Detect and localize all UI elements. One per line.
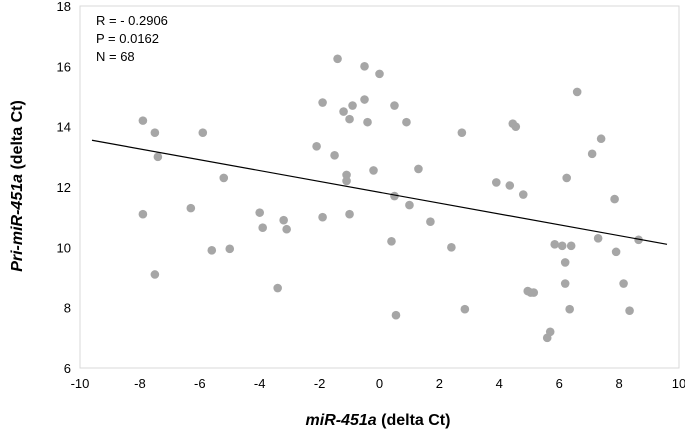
data-point bbox=[505, 181, 515, 190]
data-point bbox=[375, 69, 384, 79]
data-point bbox=[518, 190, 528, 199]
data-point bbox=[557, 241, 567, 251]
x-tick-label: -2 bbox=[314, 376, 326, 391]
data-point bbox=[330, 151, 339, 160]
x-tick-label: -8 bbox=[134, 376, 146, 391]
data-point bbox=[258, 223, 267, 233]
data-point bbox=[318, 212, 327, 222]
data-point bbox=[360, 95, 369, 104]
trend-line bbox=[91, 139, 668, 245]
data-point bbox=[402, 117, 411, 127]
data-point bbox=[345, 114, 354, 124]
data-point bbox=[150, 128, 160, 137]
data-point bbox=[282, 224, 291, 234]
x-tick-label: 8 bbox=[615, 376, 622, 391]
y-tick-label: 10 bbox=[57, 240, 71, 255]
data-point bbox=[363, 117, 372, 127]
p-value-annotation: P = 0.0162 bbox=[96, 31, 159, 46]
data-point bbox=[198, 128, 208, 137]
data-point bbox=[345, 209, 354, 219]
y-axis-title: Pri-miR-451a (delta Ct) bbox=[9, 100, 26, 272]
data-point bbox=[625, 306, 634, 315]
data-point bbox=[387, 237, 396, 246]
data-point bbox=[526, 288, 536, 297]
data-point bbox=[562, 173, 571, 183]
data-point bbox=[414, 164, 423, 174]
data-point bbox=[342, 176, 351, 186]
y-tick-label: 16 bbox=[57, 59, 71, 74]
data-point bbox=[348, 101, 357, 110]
data-point bbox=[587, 149, 597, 159]
data-point bbox=[312, 141, 321, 151]
y-tick-label: 6 bbox=[64, 361, 71, 376]
data-point bbox=[255, 208, 264, 217]
data-point bbox=[333, 54, 342, 64]
data-point bbox=[150, 270, 160, 279]
data-point bbox=[619, 279, 628, 288]
data-point bbox=[207, 246, 217, 255]
x-tick-label: 4 bbox=[496, 376, 503, 391]
data-point bbox=[550, 240, 560, 249]
data-point bbox=[360, 62, 369, 71]
x-tick-label: 2 bbox=[436, 376, 443, 391]
data-point bbox=[225, 244, 235, 254]
data-point bbox=[273, 283, 282, 293]
data-point bbox=[405, 200, 414, 210]
data-point bbox=[460, 304, 470, 314]
x-tick-label: -6 bbox=[194, 376, 206, 391]
data-point bbox=[457, 128, 467, 137]
data-point bbox=[390, 101, 399, 110]
data-point bbox=[492, 178, 501, 187]
data-point bbox=[593, 233, 603, 243]
y-tick-label: 12 bbox=[57, 180, 71, 195]
y-tick-labels: 6 8 10 12 14 16 18 bbox=[57, 0, 71, 376]
data-point bbox=[342, 170, 351, 180]
n-annotation: N = 68 bbox=[96, 49, 135, 64]
x-tick-label: 0 bbox=[376, 376, 383, 391]
data-point bbox=[390, 191, 399, 201]
data-point bbox=[318, 98, 327, 107]
data-point bbox=[560, 279, 570, 288]
data-point bbox=[447, 243, 456, 252]
data-point bbox=[138, 209, 148, 219]
data-point bbox=[560, 258, 570, 267]
data-point bbox=[426, 217, 435, 226]
data-point bbox=[369, 166, 378, 175]
data-point bbox=[610, 194, 619, 204]
x-tick-label: 10 bbox=[672, 376, 685, 391]
x-tick-label: -4 bbox=[254, 376, 266, 391]
x-axis-title: miR-451a (delta Ct) bbox=[306, 412, 451, 429]
x-tick-label: 6 bbox=[556, 376, 563, 391]
data-point bbox=[153, 152, 163, 162]
data-point bbox=[279, 215, 288, 225]
data-point bbox=[572, 87, 582, 97]
data-point bbox=[138, 116, 148, 125]
x-tick-label: -10 bbox=[71, 376, 90, 391]
plot-frame bbox=[79, 5, 680, 369]
data-point bbox=[186, 203, 196, 213]
data-point bbox=[611, 247, 621, 257]
r-value-annotation: R = - 0.2906 bbox=[96, 13, 168, 28]
data-point bbox=[596, 134, 606, 144]
y-tick-label: 8 bbox=[64, 301, 71, 316]
data-points bbox=[138, 54, 643, 343]
data-point bbox=[219, 173, 229, 183]
x-tick-labels: -10 -8 -6 -4 -2 0 2 4 6 8 10 bbox=[71, 376, 685, 391]
data-point bbox=[634, 235, 643, 245]
data-point bbox=[391, 310, 401, 320]
data-point bbox=[566, 241, 576, 251]
y-tick-label: 18 bbox=[57, 0, 71, 14]
data-point bbox=[545, 327, 555, 337]
data-point bbox=[565, 304, 574, 314]
data-point bbox=[511, 122, 521, 131]
data-point bbox=[339, 107, 348, 116]
y-tick-label: 14 bbox=[57, 120, 71, 135]
